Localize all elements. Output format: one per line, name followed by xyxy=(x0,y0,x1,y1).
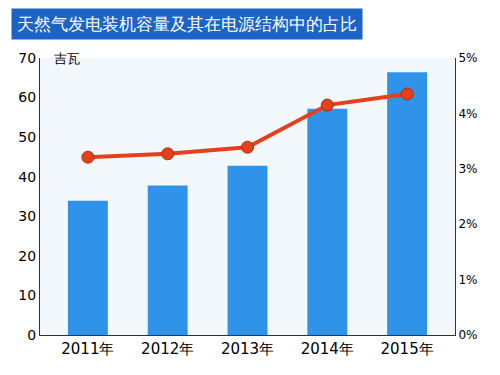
svg-text:0: 0 xyxy=(27,327,36,343)
svg-text:2015年: 2015年 xyxy=(381,340,434,358)
svg-text:4%: 4% xyxy=(458,107,477,121)
svg-text:5%: 5% xyxy=(458,51,477,65)
svg-text:天然气发电装机容量及其在电源结构中的占比: 天然气发电装机容量及其在电源结构中的占比 xyxy=(17,14,357,34)
svg-text:40: 40 xyxy=(18,169,36,185)
svg-text:2011年: 2011年 xyxy=(61,340,114,358)
svg-text:1%: 1% xyxy=(458,273,477,287)
svg-text:2012年: 2012年 xyxy=(141,340,194,358)
svg-text:2013年: 2013年 xyxy=(221,340,274,358)
svg-text:3%: 3% xyxy=(458,162,477,176)
svg-text:60: 60 xyxy=(18,89,36,105)
svg-text:70: 70 xyxy=(18,50,36,66)
svg-text:0%: 0% xyxy=(458,328,477,342)
svg-text:30: 30 xyxy=(18,208,36,224)
svg-text:2%: 2% xyxy=(458,217,477,231)
svg-text:吉瓦: 吉瓦 xyxy=(54,51,80,66)
svg-text:50: 50 xyxy=(18,129,36,145)
svg-text:2014年: 2014年 xyxy=(301,340,354,358)
svg-text:10: 10 xyxy=(18,287,36,303)
svg-text:20: 20 xyxy=(18,248,36,264)
